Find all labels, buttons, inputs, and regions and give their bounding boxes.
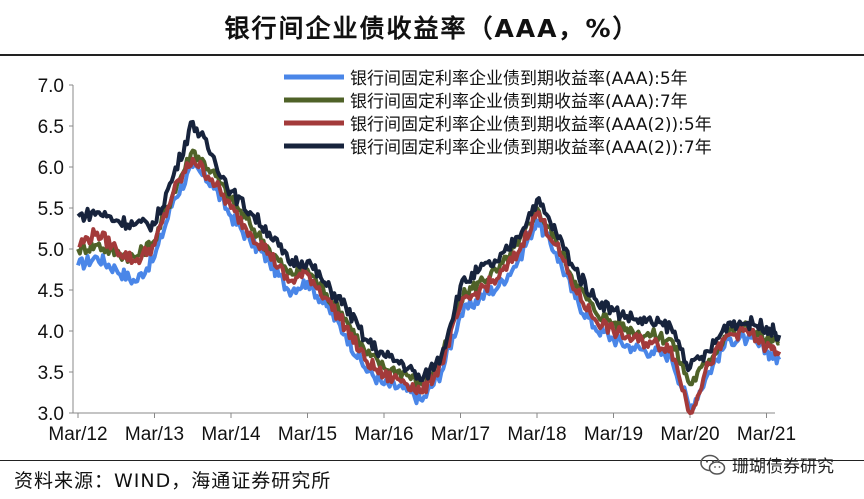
line-chart: 3.0 3.5 4.0 4.5 5.0 5.5 6.0 6.5 7.0 Mar/12 Mar/13 M… <box>38 69 796 445</box>
y-tick-label: 5.5 <box>38 199 64 220</box>
x-tick-label: Mar/14 <box>201 424 261 445</box>
legend-label-1: 银行间固定利率企业债到期收益率(AAA):5年 <box>350 69 688 89</box>
watermark: 珊瑚债券研究 <box>700 452 834 477</box>
watermark-text: 珊瑚债券研究 <box>732 457 834 477</box>
legend-label-4: 银行间固定利率企业债到期收益率(AAA(2)):7年 <box>350 138 712 158</box>
legend-label-2: 银行间固定利率企业债到期收益率(AAA):7年 <box>350 92 688 112</box>
y-tick-label: 3.5 <box>38 363 64 384</box>
x-tick-label: Mar/13 <box>125 424 184 445</box>
x-tick-label: Mar/20 <box>660 424 719 445</box>
y-tick-label: 6.0 <box>38 158 64 179</box>
title-bar: 银行间企业债收益率（AAA，%） <box>0 0 864 56</box>
y-tick-label: 3.0 <box>38 404 64 425</box>
x-tick-label: Mar/19 <box>584 424 643 445</box>
x-tick-label: Mar/21 <box>737 424 796 445</box>
y-tick-label: 5.0 <box>38 240 64 261</box>
series-line-4 <box>76 119 782 383</box>
series-line-3 <box>77 156 782 415</box>
plot-area: 3.0 3.5 4.0 4.5 5.0 5.5 6.0 6.5 7.0 Mar/12 Mar/13 M… <box>38 76 796 445</box>
legend: 银行间固定利率企业债到期收益率(AAA):5年银行间固定利率企业债到期收益率(A… <box>284 69 712 158</box>
source-note: 资料来源：WIND，海通证券研究所 <box>14 470 332 492</box>
y-tick-label: 4.0 <box>38 322 64 343</box>
x-tick-label: Mar/15 <box>278 424 337 445</box>
y-tick-label: 6.5 <box>38 117 64 138</box>
x-tick-label: Mar/12 <box>48 424 107 445</box>
legend-label-3: 银行间固定利率企业债到期收益率(AAA(2)):5年 <box>350 115 712 135</box>
x-tick-label: Mar/18 <box>507 424 566 445</box>
y-tick-label: 7.0 <box>38 76 64 97</box>
y-tick-label: 4.5 <box>38 281 64 302</box>
chart-title: 银行间企业债收益率（AAA，%） <box>224 14 640 43</box>
wechat-icon <box>700 454 726 475</box>
footer-divider <box>0 460 864 461</box>
x-tick-label: Mar/17 <box>431 424 490 445</box>
x-tick-label: Mar/16 <box>354 424 413 445</box>
